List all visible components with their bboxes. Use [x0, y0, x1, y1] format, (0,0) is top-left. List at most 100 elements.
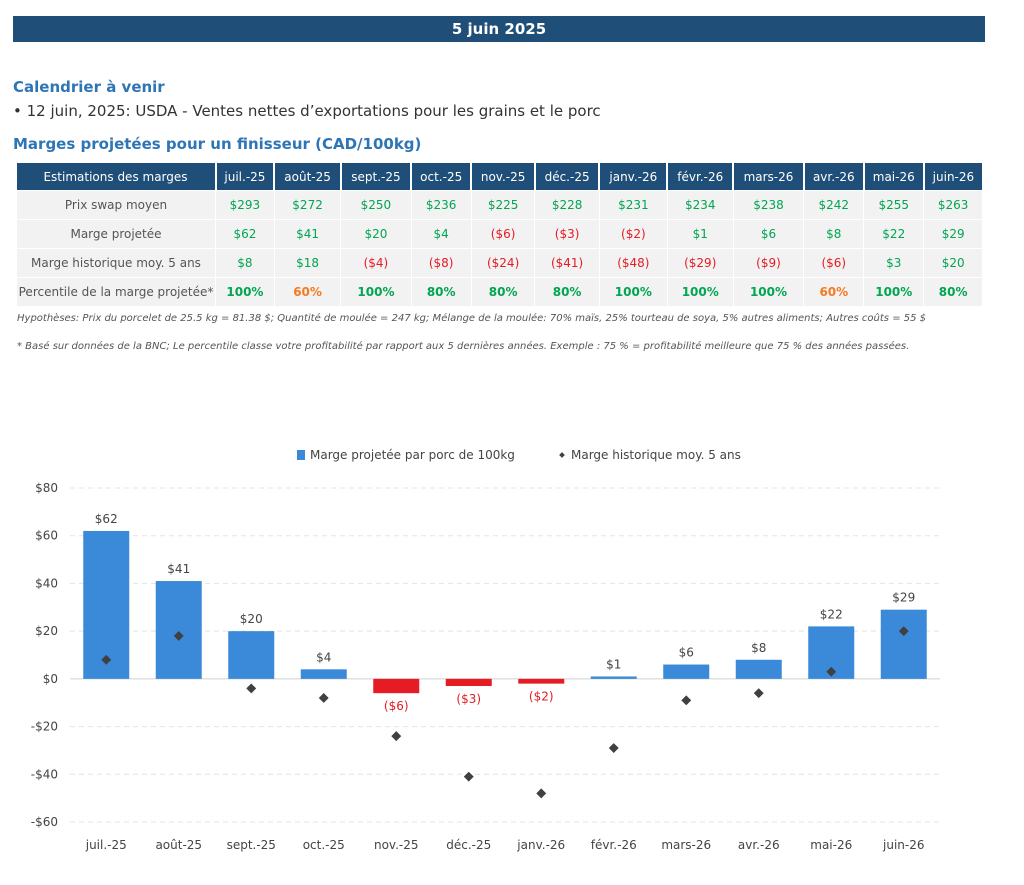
table-cell: 80% — [534, 277, 600, 306]
x-tick-label: janv.-26 — [516, 838, 565, 852]
table-cell: $20 — [923, 248, 982, 278]
table-cell: 100% — [340, 277, 412, 306]
table-corner-header: Estimations des marges — [16, 163, 216, 191]
month-header: janv.-26 — [598, 163, 668, 191]
table-cell: ($8) — [410, 248, 472, 278]
bar — [518, 678, 565, 684]
month-header: mai-26 — [862, 163, 924, 191]
table-cell: $255 — [863, 190, 924, 220]
table-row: Prix swap moyen $293 $272 $250 $236 $225 $228 $… — [16, 190, 982, 220]
month-header: juil.-25 — [214, 163, 275, 191]
table-cell: $231 — [598, 190, 668, 220]
table-cell: ($6) — [803, 248, 864, 278]
month-header: mars-26 — [732, 163, 804, 191]
y-tick-label: -$20 — [31, 720, 58, 734]
bar — [228, 631, 275, 679]
x-tick-label: mai-26 — [810, 838, 852, 852]
table-header-row: Estimations des marges juil.-25 août-25 se… — [16, 163, 982, 191]
calendar-item: • 12 juin, 2025: USDA - Ventes nettes d’… — [13, 102, 601, 120]
table-cell: ($24) — [470, 248, 535, 278]
bar — [83, 530, 130, 679]
table-cell: $238 — [732, 190, 804, 220]
table-cell: ($48) — [598, 248, 668, 278]
historical-marker — [463, 771, 474, 782]
table-cell: $6 — [732, 219, 804, 249]
month-header: févr.-26 — [666, 163, 734, 191]
historical-marker — [753, 688, 764, 699]
table-cell: ($6) — [470, 219, 535, 249]
month-header: déc.-25 — [533, 163, 600, 191]
historical-marker — [608, 743, 619, 753]
table-cell: $228 — [534, 190, 600, 220]
historical-marker — [246, 683, 257, 694]
margins-table: Estimations des marges juil.-25 août-25 se… — [16, 163, 982, 306]
table-cell: 80% — [470, 277, 535, 306]
month-header: oct.-25 — [410, 163, 472, 191]
legend-diamond-label: Marge historique moy. 5 ans — [571, 448, 741, 462]
table-cell: ($2) — [598, 219, 668, 249]
historical-marker — [826, 666, 837, 677]
bar-data-label: ($3) — [456, 692, 481, 706]
calendar-title: Calendrier à venir — [13, 78, 165, 96]
assumptions-note: Hypothèses: Prix du porcelet de 25.5 kg … — [17, 313, 927, 324]
month-header: avr.-26 — [802, 163, 864, 191]
y-tick-label: $40 — [35, 576, 58, 590]
table-cell: $1 — [666, 219, 734, 249]
table-cell: $236 — [410, 190, 472, 220]
table-cell: $242 — [803, 190, 864, 220]
x-tick-label: juin-26 — [882, 838, 924, 852]
historical-marker — [536, 788, 547, 799]
x-tick-label: nov.-25 — [374, 838, 419, 852]
x-tick-label: mars-26 — [661, 838, 711, 852]
bar — [663, 664, 710, 679]
historical-marker — [391, 731, 402, 742]
table-cell: $4 — [410, 219, 472, 249]
bar-data-label: $22 — [820, 607, 843, 621]
historical-marker — [898, 626, 909, 637]
historical-marker — [681, 695, 692, 706]
month-header: juin-26 — [922, 163, 982, 191]
table-cell: ($29) — [666, 248, 734, 278]
bar — [300, 669, 347, 679]
table-cell: ($41) — [534, 248, 600, 278]
bar — [590, 676, 637, 679]
table-cell: 100% — [732, 277, 804, 306]
date-banner: 5 juin 2025 — [13, 16, 985, 42]
table-cell: $41 — [273, 219, 341, 249]
report-date: 5 juin 2025 — [451, 20, 547, 38]
bar — [445, 678, 492, 687]
table-cell: ($9) — [732, 248, 804, 278]
table-cell: $225 — [470, 190, 535, 220]
bar-data-label: $8 — [751, 641, 766, 655]
table-cell: $29 — [923, 219, 982, 249]
table-row: Marge historique moy. 5 ans $8 $18 ($4) ($8)… — [16, 248, 982, 278]
bar-data-label: ($6) — [384, 699, 409, 713]
bar — [735, 659, 782, 679]
legend-bar-swatch — [297, 450, 305, 460]
legend-bar-label: Marge projetée par porc de 100kg — [310, 448, 515, 462]
footnote: * Basé sur données de la BNC; Le percent… — [17, 341, 910, 352]
table-cell: 100% — [666, 277, 734, 306]
table-cell: 60% — [803, 277, 864, 306]
table-cell: 100% — [215, 277, 275, 306]
bar — [155, 581, 202, 679]
table-cell: 80% — [410, 277, 472, 306]
bar-data-label: $29 — [892, 591, 915, 605]
bar-data-label: $20 — [240, 612, 263, 626]
bar-data-label: ($2) — [529, 690, 554, 704]
y-tick-label: $80 — [35, 481, 58, 495]
row-label: Prix swap moyen — [16, 190, 216, 220]
table-cell: 80% — [923, 277, 982, 306]
margins-title: Marges projetées pour un finisseur (CAD/… — [13, 135, 422, 153]
historical-marker — [101, 654, 112, 665]
margin-chart: Marge projetée par porc de 100kg Marge h… — [31, 448, 940, 852]
table-cell: ($4) — [340, 248, 412, 278]
y-tick-label: $60 — [35, 529, 58, 543]
bar-data-label: $1 — [606, 657, 621, 671]
bar-data-label: $6 — [679, 646, 694, 660]
month-header: nov.-25 — [470, 163, 535, 191]
row-label: Marge historique moy. 5 ans — [16, 248, 216, 278]
y-tick-label: $0 — [43, 672, 58, 686]
table-cell: $263 — [923, 190, 982, 220]
table-cell: $272 — [273, 190, 341, 220]
